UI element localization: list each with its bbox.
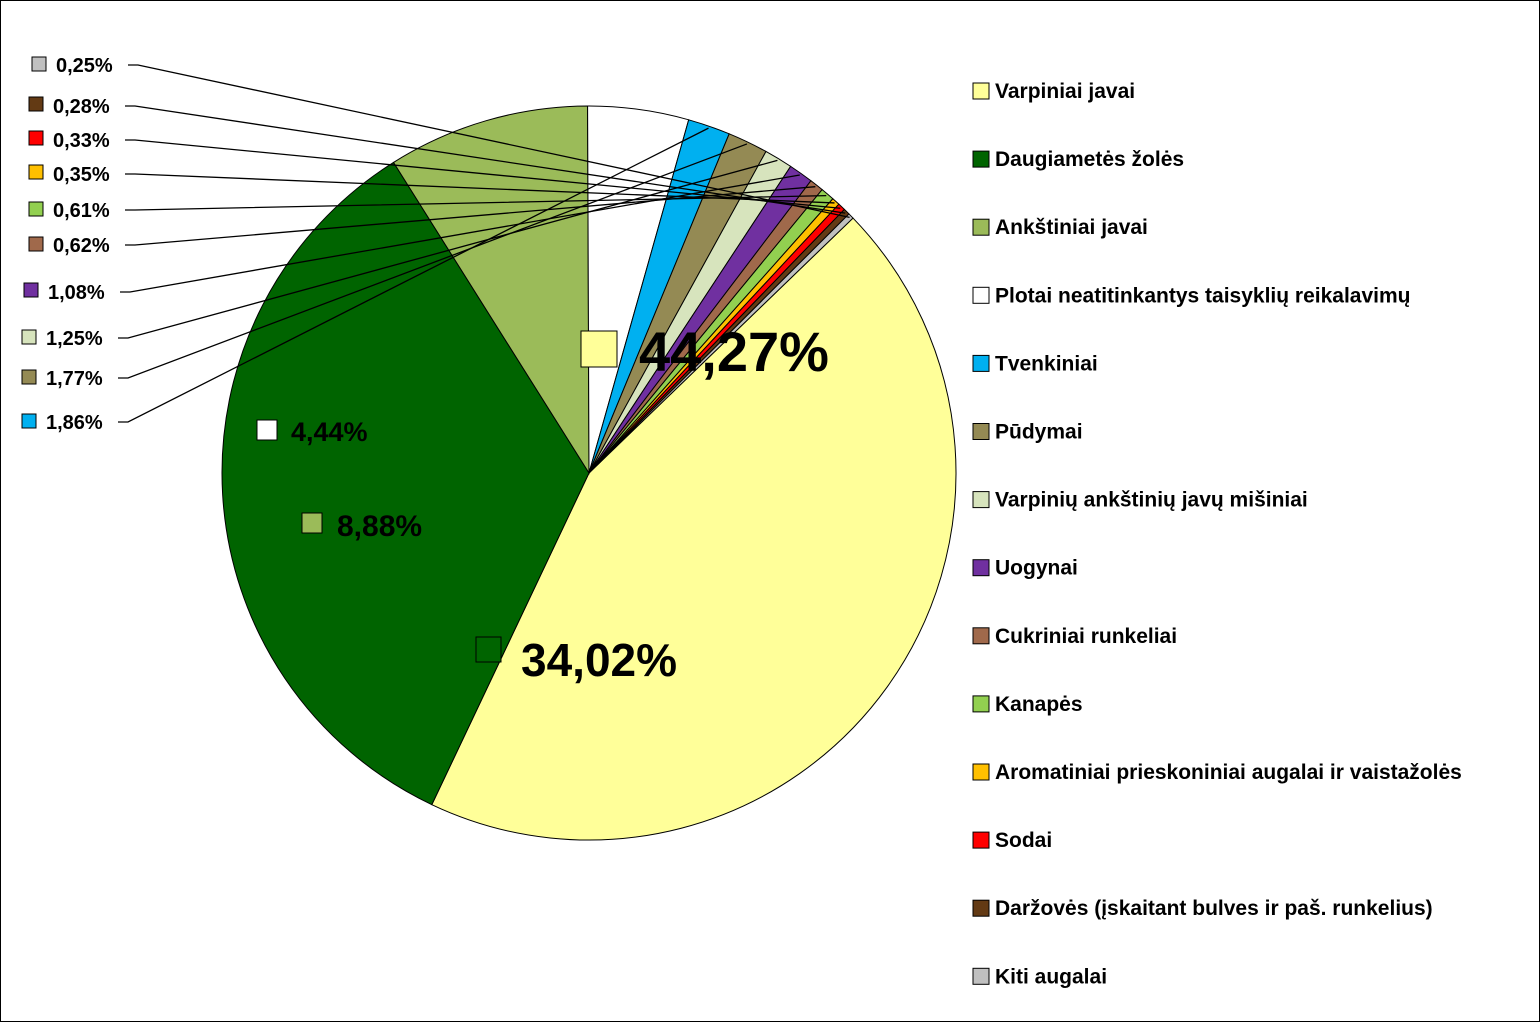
legend-label-aromatiniai-prieskoniniai-augalai-ir-vaistazoles: Aromatiniai prieskoniniai augalai ir vai… [995, 761, 1462, 784]
data-label-swatch-ankstiniai-javai [301, 512, 323, 534]
data-label-ankstiniai-javai: 8,88% [337, 510, 422, 543]
legend: Varpiniai javai Daugiametės žolės Ankštini… [972, 80, 1462, 988]
legend-label-pudymai: Pūdymai [995, 421, 1083, 444]
data-label-darzoves-iskaitant-bulves-ir-pas-runkelius: 0,28% [53, 96, 110, 118]
legend-label-kanapes: Kanapės [995, 693, 1083, 716]
data-labels: 44,27% 34,02% 8,88% 4,44% 1,86% 1,77% 1,25% 1,0… [21, 55, 829, 686]
legend-label-varpiniai-javai: Varpiniai javai [995, 80, 1135, 103]
leader-line-cukriniai-runkeliai [125, 186, 816, 246]
legend-swatch-darzoves-iskaitant-bulves-ir-pas-runkelius [972, 899, 990, 917]
legend-swatch-pudymai [972, 423, 990, 440]
leader-line-darzoves-iskaitant-bulves-ir-pas-runkelius [125, 105, 846, 214]
leader-line-varpiniu-ankstiniu-javu-misiniai [118, 159, 778, 339]
legend-swatch-kiti-augalai [972, 967, 990, 985]
data-label-swatch-kiti-augalai [31, 56, 47, 72]
data-label-swatch-darzoves-iskaitant-bulves-ir-pas-runkelius [28, 96, 44, 112]
data-label-uogynai: 1,08% [48, 282, 105, 304]
leader-line-kanapes [125, 194, 827, 211]
data-label-swatch-plotai-neatitinkantys-taisykliu-reikalavimu [256, 419, 278, 441]
data-label-plotai-neatitinkantys-taisykliu-reikalavimu: 4,44% [291, 417, 368, 447]
data-label-swatch-varpiniai-javai [580, 330, 618, 368]
legend-swatch-varpiniai-javai [972, 82, 990, 100]
pie-slice-varpiniai-javai [431, 217, 957, 841]
data-label-varpiniai-javai: 44,27% [639, 320, 829, 383]
legend-swatch-daugiametes-zoles [972, 150, 990, 168]
data-label-swatch-cukriniai-runkeliai [28, 236, 44, 252]
legend-swatch-aromatiniai-prieskoniniai-augalai-ir-vaistazoles [972, 763, 990, 781]
legend-swatch-varpiniu-ankstiniu-javu-misiniai [972, 491, 990, 509]
legend-label-uogynai: Uogynai [995, 557, 1078, 580]
legend-swatch-cukriniai-runkeliai [972, 627, 990, 645]
legend-label-daugiametes-zoles: Daugiametės žolės [995, 148, 1184, 171]
data-label-swatch-varpiniu-ankstiniu-javu-misiniai [21, 329, 37, 345]
legend-swatch-sodai [972, 831, 990, 849]
data-label-swatch-tvenkiniai [21, 413, 37, 429]
legend-label-plotai-neatitinkantys-taisykliu-reikalavimu: Plotai neatitinkantys taisyklių reikalav… [995, 284, 1411, 307]
data-label-swatch-daugiametes-zoles [475, 636, 502, 663]
data-label-cukriniai-runkeliai: 0,62% [53, 235, 110, 257]
data-label-kanapes: 0,61% [53, 200, 110, 222]
legend-label-darzoves-iskaitant-bulves-ir-pas-runkelius: Daržovės (įskaitant bulves ir paš. runke… [995, 897, 1433, 920]
leader-line-kiti-augalai [128, 64, 850, 219]
leader-line-uogynai [120, 174, 800, 293]
legend-swatch-plotai-neatitinkantys-taisykliu-reikalavimu [972, 286, 990, 304]
data-label-swatch-aromatiniai-prieskoniniai-augalai-ir-vaistazoles [28, 164, 44, 180]
data-label-kiti-augalai: 0,25% [56, 55, 113, 77]
leader-line-pudymai [118, 143, 748, 379]
data-label-aromatiniai-prieskoniniai-augalai-ir-vaistazoles: 0,35% [53, 164, 110, 186]
legend-label-tvenkiniai: Tvenkiniai [995, 352, 1098, 375]
pie-slices [221, 105, 957, 841]
data-label-swatch-pudymai [21, 369, 37, 385]
data-label-sodai: 0,33% [53, 130, 110, 152]
leader-line-tvenkiniai [118, 127, 709, 423]
data-label-swatch-uogynai [23, 282, 39, 298]
data-label-swatch-sodai [28, 130, 44, 146]
leader-line-sodai [125, 139, 841, 209]
leader-lines [118, 64, 850, 423]
legend-swatch-uogynai [972, 559, 990, 577]
data-label-pudymai: 1,77% [46, 368, 103, 390]
pie-slice-ankstiniai-javai [392, 105, 590, 475]
legend-label-varpiniu-ankstiniu-javu-misiniai: Varpinių ankštinių javų mišiniai [995, 489, 1308, 512]
pie-slice-kiti-augalai [588, 213, 854, 474]
leader-line-aromatiniai-prieskoniniai-augalai-ir-vaistazoles [125, 173, 835, 204]
data-label-varpiniu-ankstiniu-javu-misiniai: 1,25% [46, 328, 103, 350]
legend-swatch-tvenkiniai [972, 354, 990, 372]
data-label-swatch-kanapes [28, 201, 44, 217]
legend-label-ankstiniai-javai: Ankštiniai javai [995, 216, 1148, 239]
data-label-tvenkiniai: 1,86% [46, 412, 103, 434]
legend-label-cukriniai-runkeliai: Cukriniai runkeliai [995, 625, 1177, 648]
legend-label-kiti-augalai: Kiti augalai [995, 965, 1107, 988]
legend-label-sodai: Sodai [995, 829, 1052, 852]
data-label-daugiametes-zoles: 34,02% [521, 634, 677, 686]
legend-swatch-kanapes [972, 695, 990, 713]
legend-swatch-ankstiniai-javai [972, 218, 990, 236]
